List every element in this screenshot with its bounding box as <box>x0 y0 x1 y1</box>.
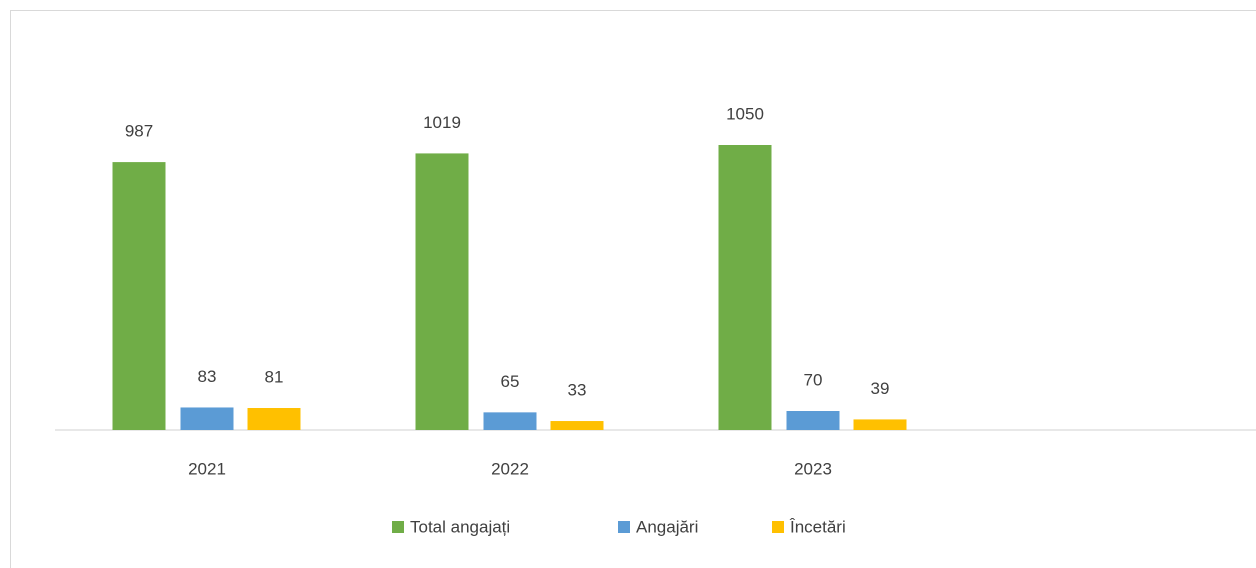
legend-swatch <box>618 521 630 533</box>
legend-swatch <box>772 521 784 533</box>
data-label: 33 <box>568 381 587 400</box>
x-tick-label: 2022 <box>491 459 529 478</box>
data-label: 1019 <box>423 113 461 132</box>
legend-label: Total angajați <box>410 517 510 536</box>
data-label: 83 <box>198 367 217 386</box>
bar <box>786 411 840 430</box>
x-tick-label: 2021 <box>188 459 226 478</box>
data-label: 1050 <box>726 104 764 123</box>
legend-label: Încetări <box>789 517 846 536</box>
bar <box>550 421 604 430</box>
bar <box>247 408 301 430</box>
bar <box>853 419 907 430</box>
x-tick-label: 2023 <box>794 459 832 478</box>
bar <box>112 162 166 430</box>
bar <box>180 407 234 430</box>
data-label: 81 <box>265 367 284 386</box>
bar <box>483 412 537 430</box>
data-label: 70 <box>804 370 823 389</box>
legend-swatch <box>392 521 404 533</box>
legend-label: Angajări <box>636 517 698 536</box>
bar <box>718 145 772 430</box>
data-label: 39 <box>871 379 890 398</box>
bar <box>415 153 469 430</box>
data-label: 65 <box>501 372 520 391</box>
data-label: 987 <box>125 122 153 141</box>
chart-border <box>10 10 1256 568</box>
